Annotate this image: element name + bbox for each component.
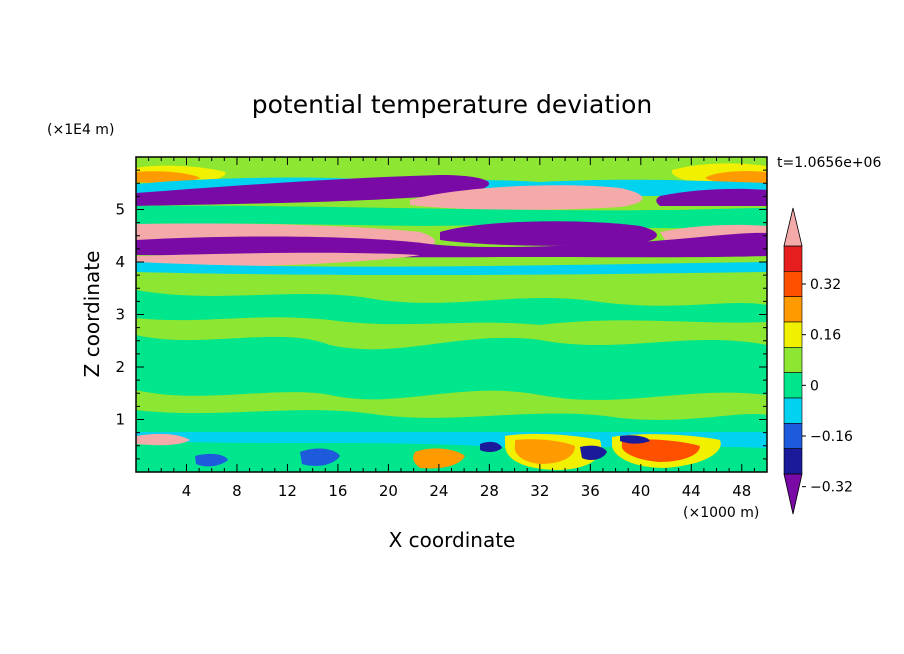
field-boundary-cool-3 [195,453,228,467]
x-tick-label: 24 [429,482,448,500]
field-top-left-warm-core [136,171,200,183]
field-negative-layer-2 [440,221,657,246]
x-tick-label: 40 [631,482,650,500]
field-boundary-cool-1 [300,448,340,466]
field-neutral-band-2 [136,290,767,325]
y-tick-label: 4 [115,253,125,271]
field-boundary-warm-3 [413,448,465,469]
y-unit-label: (×1E4 m) [47,122,114,138]
field-negative-layer-3 [136,232,767,258]
field-neutral-band [136,335,767,400]
field-boundary-cool-2 [580,445,607,460]
colorbar-swatch [783,372,803,399]
colorbar-swatch [783,397,803,424]
colorbar-label: 0 [810,378,819,394]
heatmap-field [136,157,767,472]
field-neutral-band-3 [136,410,767,432]
time-label: t=1.0656e+06 [777,155,881,171]
field-boundary-warm-1-core [514,439,575,464]
y-tick-label: 5 [115,201,125,219]
colorbar-swatch [783,448,803,475]
x-axis-label: X coordinate [389,528,516,552]
field-positive-layer-3 [136,252,420,268]
field-positive-layer-1 [410,185,643,210]
field-boundary-cool-5 [620,435,650,444]
field-negative-layer-1 [136,175,490,206]
colorbar-swatch [783,321,803,348]
field-negative-layer-1b [656,188,767,206]
y-axis: 1 2 3 4 5 [115,169,767,460]
x-tick-label: 4 [182,482,192,500]
colorbar-swatch [783,347,803,373]
colorbar-label: 0.32 [810,277,841,293]
colorbar: 0.32 0.16 0 −0.16 −0.32 [783,207,853,515]
colorbar-label: 0.16 [810,328,841,344]
field-top-right-warm-core [705,171,767,184]
x-unit-label: (×1000 m) [683,505,759,521]
field-boundary-cool-4 [480,441,502,453]
x-tick-label: 32 [530,482,549,500]
colorbar-swatch [783,271,803,297]
field-boundary-warm-4 [136,433,190,446]
x-tick-label: 20 [379,482,398,500]
y-axis-label: Z coordinate [80,251,104,378]
y-tick-label: 1 [115,411,125,429]
colorbar-swatch [783,296,803,323]
x-axis: 4 8 12 16 20 24 28 32 36 40 44 48 [148,157,755,500]
x-tick-label: 44 [682,482,701,500]
y-tick-label: 2 [115,358,125,376]
x-tick-label: 8 [232,482,242,500]
x-tick-label: 28 [480,482,499,500]
field-cyan-lower [136,262,767,275]
colorbar-min-arrow [783,473,803,515]
field-neutral-mid [136,205,767,229]
colorbar-label: −0.16 [810,429,853,445]
colorbar-max-arrow [783,207,803,247]
chart-title: potential temperature deviation [252,90,652,119]
x-tick-label: 16 [328,482,347,500]
x-tick-label: 12 [278,482,297,500]
x-tick-label: 48 [732,482,751,500]
colorbar-swatch [783,245,803,272]
field-boundary-warm-2-core [621,439,700,462]
colorbar-label: −0.32 [810,480,853,496]
x-tick-label: 36 [581,482,600,500]
colorbar-swatch [783,423,803,449]
y-tick-label: 3 [115,306,125,324]
